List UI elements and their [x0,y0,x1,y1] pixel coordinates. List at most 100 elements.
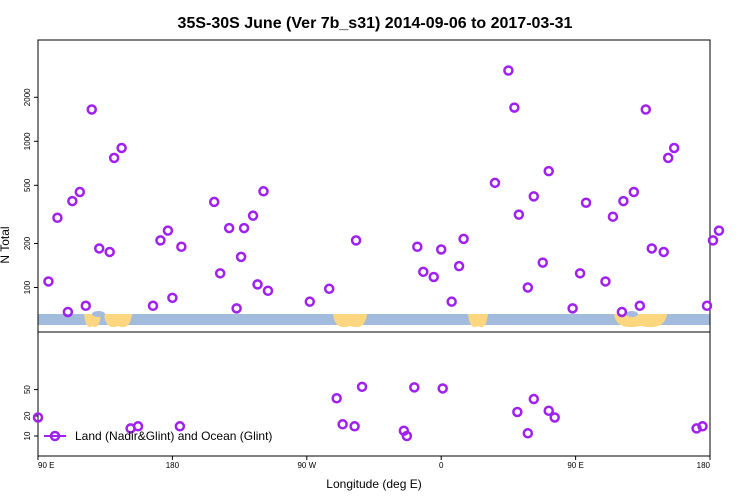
y-tick-label: 50 [23,385,32,394]
upper-band [38,311,710,328]
x-tick-label: 90 W [297,461,316,470]
data-point [304,296,316,307]
lower-y-axis: 10 20 50 [23,385,38,440]
data-point [412,241,423,252]
legend-marker [49,430,61,442]
data-point [252,279,263,290]
x-tick-label: 90 E [567,461,583,470]
data-point [176,241,187,252]
ocean-band [38,314,710,325]
data-point [522,428,534,439]
upper-plot-frame [37,39,711,333]
data-point [543,405,554,417]
data-point [116,142,127,154]
data-point [543,165,554,177]
x-tick-label: 180 [697,461,711,470]
data-point [409,382,420,393]
data-point [707,235,719,246]
data-point [331,393,342,404]
data-point [567,303,578,314]
data-point [458,233,469,245]
x-tick-label: 90 E [38,461,54,470]
data-point [509,102,520,113]
x-tick-label: 0 [439,461,444,470]
data-point [167,292,178,304]
y-tick-label: 200 [23,236,32,250]
data-point [537,257,548,268]
data-point [489,177,501,189]
data-point [208,196,220,208]
land-band [84,314,101,328]
data-point [503,65,514,76]
data-point [104,246,115,258]
data-point [607,211,619,222]
data-point [528,393,540,405]
data-point [231,303,242,314]
data-point [162,225,174,236]
land-band [333,314,367,328]
data-point [618,195,629,207]
y-tick-label: 500 [23,178,32,192]
data-point [662,152,674,164]
y-tick-label: 10 [23,431,32,440]
x-axis: 90 E 180 90 W 0 90 E 180 [37,456,711,470]
data-point [616,306,628,318]
data-point [223,222,235,234]
data-point [640,104,652,115]
data-point [453,260,465,272]
data-point [580,197,592,208]
data-point [174,421,186,432]
upper-y-axis: 100 200 500 1000 2000 [23,88,38,294]
data-point [323,283,335,295]
legend-label: Land (Nadir&Glint) and Ocean (Glint) [75,429,272,443]
data-point [43,276,54,287]
data-point [238,222,250,234]
data-point [437,383,448,394]
data-point [574,268,586,279]
data-point [93,243,105,254]
y-tick-label: 20 [23,411,32,420]
ocean-band [626,311,638,317]
data-point [522,282,534,293]
data-point [628,186,640,198]
data-point [74,186,86,198]
data-point [691,423,702,434]
data-point [147,300,159,312]
x-axis-label: Longitude (deg E) [326,477,421,491]
data-point [600,276,611,287]
data-point [52,212,63,223]
data-point [262,285,274,297]
data-point [512,406,523,418]
data-point [86,104,98,115]
data-point [214,268,226,279]
data-point [235,251,247,263]
land-band [614,314,667,328]
data-point [701,300,713,312]
data-point [668,142,680,154]
data-point [155,235,166,246]
data-point [528,191,540,202]
data-point [350,235,362,246]
data-point [646,243,658,254]
y-tick-label: 2000 [23,88,32,106]
data-point [356,381,368,393]
data-point [337,419,348,430]
data-point [258,186,269,197]
land-band [468,314,488,328]
data-point [32,412,44,423]
legend: Land (Nadir&Glint) and Ocean (Glint) [44,429,272,443]
data-point [697,421,708,432]
data-points [32,65,725,442]
data-point [446,296,457,307]
y-tick-label: 100 [23,280,32,294]
x-tick-label: 180 [166,461,180,470]
data-point [132,421,144,432]
data-point [349,421,360,432]
data-point [634,300,646,312]
data-point [247,210,259,221]
data-point [62,306,74,318]
land-band [104,314,132,328]
lower-plot-frame [37,331,711,457]
data-point [435,244,447,255]
